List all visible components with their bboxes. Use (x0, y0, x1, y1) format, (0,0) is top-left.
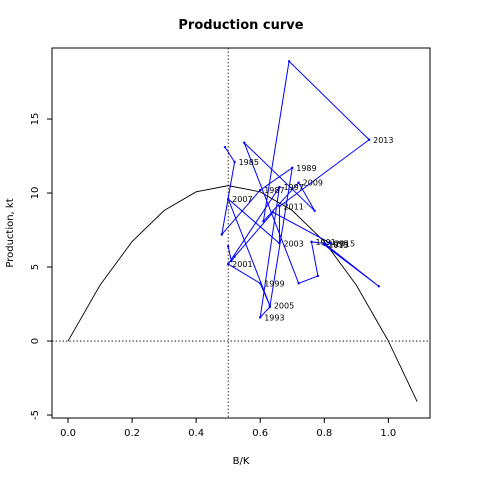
data-point (223, 145, 227, 149)
data-point (259, 188, 262, 192)
y-tick-label: 5 (30, 264, 41, 270)
year-label: 2013 (373, 136, 393, 145)
chart-title: Production curve (178, 18, 303, 33)
y-tick-label: 15 (30, 113, 41, 126)
data-point (329, 242, 332, 245)
year-label: 1997 (283, 183, 303, 192)
x-tick-label: 0.4 (188, 428, 204, 439)
y-tick-label: -5 (30, 410, 41, 420)
data-point (259, 316, 262, 319)
data-point (271, 211, 275, 214)
year-label: 2015 (335, 239, 355, 248)
data-point (291, 166, 294, 170)
data-point (310, 240, 313, 244)
data-point (233, 255, 236, 258)
year-label: 1991 (315, 238, 335, 247)
data-point (323, 243, 326, 247)
data-point (268, 304, 272, 307)
reference-lines (52, 48, 430, 418)
y-tick-label: 0 (30, 338, 41, 344)
year-label: 2003 (283, 239, 303, 248)
data-point (316, 274, 320, 278)
plot-frame (51, 47, 431, 419)
production-curve-line (67, 185, 418, 402)
data-point (278, 185, 281, 189)
data-point (243, 141, 246, 144)
year-label: 2011 (283, 202, 303, 211)
year-label: 1987 (264, 186, 284, 195)
year-label: 2009 (303, 179, 323, 188)
year-label: 1995 (328, 239, 348, 248)
y-tick-label: 10 (30, 187, 41, 200)
data-point (226, 197, 230, 201)
x-tick-label: 0.8 (316, 428, 332, 439)
x-axis-label: B/K (233, 456, 250, 467)
year-label: 2005 (274, 302, 294, 311)
year-label: 1999 (264, 279, 284, 288)
data-point (367, 138, 371, 141)
year-label: 1985 (239, 158, 259, 167)
data-point (297, 181, 300, 184)
data-point (259, 282, 262, 285)
year-label: 2001 (232, 260, 252, 269)
year-label: 1989 (296, 164, 316, 173)
data-point (377, 285, 380, 288)
x-tick-label: 0.2 (124, 428, 140, 439)
data-point (233, 160, 236, 164)
data-point (226, 262, 230, 266)
axes: 0.0 0.2 0.4 0.6 0.8 1.0 -5 0 5 10 15 (30, 113, 396, 439)
year-label: 1993 (264, 313, 284, 322)
year-label: 2007 (232, 195, 252, 204)
data-point (230, 259, 233, 263)
y-axis-label: Production, kt (5, 198, 16, 267)
data-point (278, 242, 281, 245)
x-tick-label: 0.0 (60, 428, 76, 439)
data-point (287, 60, 291, 63)
production-curve-layer (67, 185, 418, 402)
year-label: 2015 (328, 241, 348, 250)
data-point (297, 282, 300, 285)
x-tick-label: 1.0 (380, 428, 396, 439)
data-point (278, 205, 281, 208)
series-layer: 1985 1987 1989 1993 1997 2001 1999 2005 2007 2003… (220, 60, 393, 322)
data-point (313, 209, 316, 212)
data-point (220, 233, 223, 236)
x-tick-label: 0.6 (252, 428, 268, 439)
data-point (226, 245, 230, 248)
data-point (262, 219, 265, 223)
